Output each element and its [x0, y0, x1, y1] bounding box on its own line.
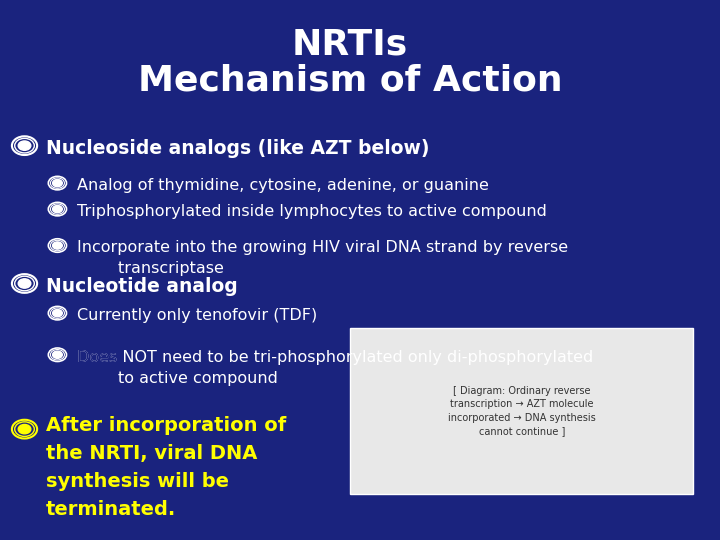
- Text: [ Diagram: Ordinary reverse
transcription → AZT molecule
incorporated → DNA synt: [ Diagram: Ordinary reverse transcriptio…: [448, 386, 595, 436]
- Circle shape: [53, 309, 63, 317]
- Circle shape: [18, 141, 31, 150]
- Circle shape: [53, 205, 63, 213]
- Text: Triphosphorylated inside lymphocytes to active compound: Triphosphorylated inside lymphocytes to …: [77, 204, 547, 219]
- Text: Incorporate into the growing HIV viral DNA strand by reverse
        transcripta: Incorporate into the growing HIV viral D…: [77, 240, 568, 276]
- Text: Does NOT need to be tri-phosphorylated only di-phosphorylated
        to active : Does NOT need to be tri-phosphorylated o…: [77, 349, 593, 386]
- Text: Nucleotide analog: Nucleotide analog: [45, 277, 238, 296]
- Text: Analog of thymidine, cytosine, adenine, or guanine: Analog of thymidine, cytosine, adenine, …: [77, 178, 489, 193]
- Circle shape: [18, 279, 31, 288]
- Circle shape: [18, 424, 31, 434]
- Text: Currently only tenofovir (TDF): Currently only tenofovir (TDF): [77, 308, 318, 323]
- Bar: [350, 328, 693, 494]
- Text: After incorporation of
the NRTI, viral DNA
synthesis will be
terminated.: After incorporation of the NRTI, viral D…: [45, 416, 286, 519]
- Circle shape: [53, 351, 63, 359]
- Text: Does: Does: [77, 349, 122, 364]
- Text: Nucleoside analogs (like AZT below): Nucleoside analogs (like AZT below): [45, 139, 429, 158]
- Text: Mechanism of Action: Mechanism of Action: [138, 64, 562, 98]
- Circle shape: [53, 179, 63, 187]
- Circle shape: [53, 242, 63, 249]
- Text: NRTIs: NRTIs: [292, 27, 408, 61]
